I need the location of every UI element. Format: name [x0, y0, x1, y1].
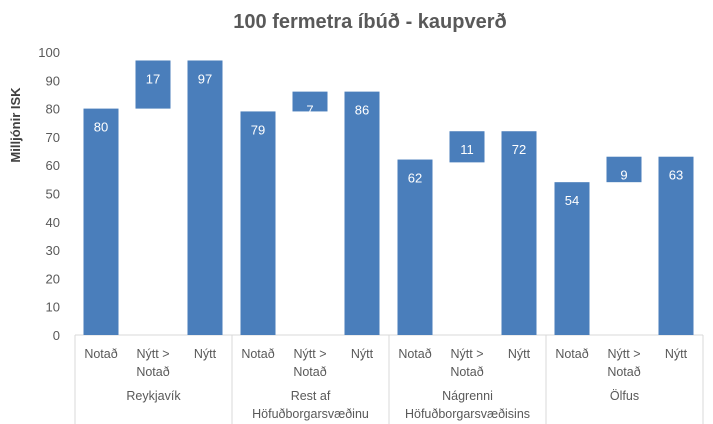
y-tick-label: 70: [46, 130, 60, 145]
category-label: Nýtt: [665, 347, 688, 361]
bar: [83, 108, 119, 335]
data-label: 80: [94, 120, 108, 135]
data-label: 54: [565, 193, 579, 208]
category-label: Notað: [555, 347, 588, 361]
data-label: 62: [408, 171, 422, 186]
bar: [554, 182, 590, 335]
bar: [397, 159, 433, 335]
bar: [606, 156, 642, 183]
category-label: Nýtt: [508, 347, 531, 361]
data-label: 11: [460, 142, 474, 157]
bar: [135, 60, 171, 109]
y-tick-label: 30: [46, 243, 60, 258]
bar: [187, 60, 223, 336]
y-tick-label: 100: [38, 45, 60, 60]
y-tick-label: 50: [46, 187, 60, 202]
data-label: 63: [669, 168, 683, 183]
data-label: 9: [620, 168, 627, 183]
data-label: 79: [251, 122, 265, 137]
category-label: Nýtt: [351, 347, 374, 361]
y-tick-label: 90: [46, 73, 60, 88]
group-label: Ölfus: [610, 389, 639, 403]
bar: [501, 131, 537, 335]
bar: [658, 156, 694, 335]
bar: [449, 131, 485, 163]
group-label: Rest af: [291, 389, 331, 403]
y-axis-label: Milljónir ISK: [8, 87, 23, 163]
bar: [344, 91, 380, 336]
group-label: Nágrenni: [442, 389, 493, 403]
category-label: Notað: [136, 365, 169, 379]
chart-title: 100 fermetra íbúð - kaupverð: [233, 11, 506, 33]
y-tick-label: 0: [53, 328, 60, 343]
data-label: 17: [146, 71, 160, 86]
y-tick-label: 60: [46, 158, 60, 173]
category-label: Notað: [241, 347, 274, 361]
category-label: Notað: [398, 347, 431, 361]
y-tick-label: 80: [46, 102, 60, 117]
bar: [240, 111, 276, 336]
data-label: 7: [306, 103, 313, 118]
group-label: Höfuðborgarsvæðisins: [405, 407, 530, 421]
category-label: Nýtt >: [294, 347, 327, 361]
y-tick-label: 40: [46, 215, 60, 230]
category-label: Nýtt >: [137, 347, 170, 361]
y-tick-label: 10: [46, 300, 60, 315]
category-label: Nýtt >: [451, 347, 484, 361]
y-tick-label: 20: [46, 271, 60, 286]
category-label: Notað: [607, 365, 640, 379]
bar: [292, 91, 328, 112]
data-label: 72: [512, 142, 526, 157]
category-label: Notað: [293, 365, 326, 379]
data-label: 97: [198, 71, 212, 86]
group-label: Reykjavík: [126, 389, 181, 403]
data-label: 86: [355, 103, 369, 118]
group-label: Höfuðborgarsvæðinu: [252, 407, 369, 421]
category-label: Notað: [450, 365, 483, 379]
category-label: Nýtt >: [608, 347, 641, 361]
category-label: Notað: [84, 347, 117, 361]
category-label: Nýtt: [194, 347, 217, 361]
